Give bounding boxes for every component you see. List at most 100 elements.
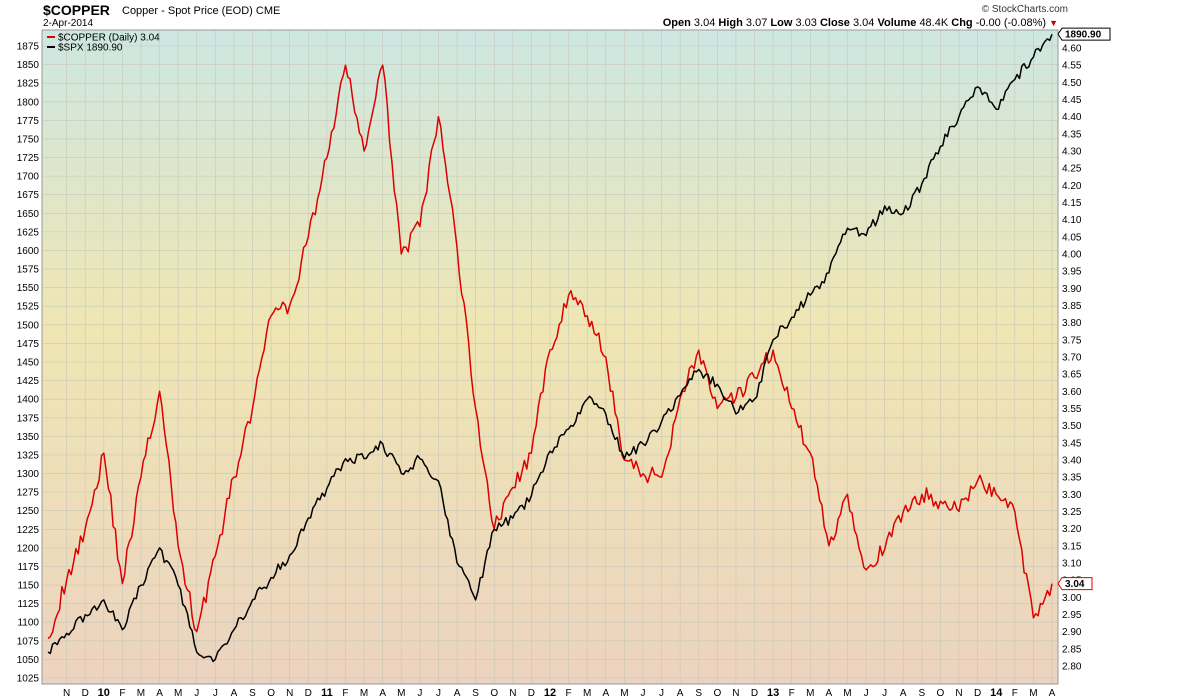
x-tick-label: D xyxy=(974,688,981,699)
left-tick-label: 1150 xyxy=(17,581,39,592)
right-tick-label: 4.05 xyxy=(1062,232,1082,243)
low-label: Low xyxy=(770,17,793,29)
right-tick-label: 3.50 xyxy=(1062,421,1082,432)
left-tick-label: 1275 xyxy=(17,488,40,499)
x-tick-label: J xyxy=(436,688,441,699)
x-tick-label: N xyxy=(732,688,739,699)
x-tick-label: J xyxy=(640,688,645,699)
x-tick-label: S xyxy=(249,688,256,699)
spx-line xyxy=(47,33,1053,663)
x-tick-label: F xyxy=(1012,688,1018,699)
left-tick-label: 1750 xyxy=(17,134,40,145)
end-label-text: 3.04 xyxy=(1065,579,1085,590)
x-tick-label: J xyxy=(882,688,887,699)
right-tick-label: 2.95 xyxy=(1062,610,1082,621)
x-tick-label: 10 xyxy=(98,687,110,699)
left-tick-label: 1800 xyxy=(17,97,40,108)
left-tick-label: 1050 xyxy=(17,655,40,666)
right-tick-label: 3.10 xyxy=(1062,559,1082,570)
end-label-text: 1890.90 xyxy=(1065,30,1102,41)
right-tick-label: 4.00 xyxy=(1062,250,1082,261)
right-tick-label: 3.15 xyxy=(1062,541,1082,552)
right-tick-label: 4.45 xyxy=(1062,95,1082,106)
x-tick-label: A xyxy=(454,688,461,699)
right-tick-label: 3.65 xyxy=(1062,370,1082,381)
left-tick-label: 1875 xyxy=(17,42,40,53)
right-tick-label: 4.35 xyxy=(1062,129,1082,140)
series-lines xyxy=(47,33,1053,663)
left-tick-label: 1175 xyxy=(17,562,39,573)
high-label: High xyxy=(718,17,743,29)
exchange-text: CME xyxy=(255,5,281,17)
x-tick-label: J xyxy=(194,688,199,699)
right-tick-label: 3.20 xyxy=(1062,524,1082,535)
x-tick-label: F xyxy=(789,688,795,699)
quote-line: Open 3.04 High 3.07 Low 3.03 Close 3.04 … xyxy=(663,17,1058,29)
x-tick-label: O xyxy=(490,688,498,699)
left-tick-label: 1400 xyxy=(17,395,40,406)
left-tick-label: 1675 xyxy=(17,190,40,201)
x-tick-label: A xyxy=(602,688,609,699)
right-tick-label: 4.40 xyxy=(1062,112,1082,123)
left-tick-label: 1225 xyxy=(17,525,40,536)
end-label-box xyxy=(1057,577,1093,591)
x-tick-label: A xyxy=(826,688,833,699)
left-tick-label: 1625 xyxy=(17,227,40,238)
x-tick-label: S xyxy=(472,688,479,699)
x-tick-label: M xyxy=(137,688,145,699)
x-tick-label: O xyxy=(267,688,275,699)
x-tick-label: A xyxy=(1049,688,1056,699)
symbol-title: $COPPER xyxy=(43,2,110,18)
volume-label: Volume xyxy=(877,17,917,29)
end-label-box xyxy=(1057,27,1111,41)
right-tick-label: 4.15 xyxy=(1062,198,1082,209)
x-tick-label: J xyxy=(659,688,664,699)
right-tick-label: 3.80 xyxy=(1062,318,1082,329)
x-tick-label: O xyxy=(713,688,721,699)
right-tick-label: 2.90 xyxy=(1062,627,1082,638)
left-tick-label: 1100 xyxy=(17,618,39,629)
x-tick-label: N xyxy=(955,688,962,699)
plot-border xyxy=(41,29,1059,685)
x-tick-label: A xyxy=(677,688,684,699)
right-tick-label: 4.60 xyxy=(1062,44,1082,55)
left-tick-label: 1450 xyxy=(17,358,40,369)
left-tick-label: 1075 xyxy=(17,636,40,647)
high-value: 3.07 xyxy=(745,17,768,29)
open-value: 3.04 xyxy=(693,17,716,29)
left-tick-label: 1300 xyxy=(17,469,40,480)
copper-end-label: 3.04 xyxy=(1057,577,1093,591)
legend: $COPPER (Daily) 3.04$SPX 1890.90 xyxy=(47,33,160,54)
right-tick-label: 3.30 xyxy=(1062,490,1082,501)
low-value: 3.03 xyxy=(795,17,817,29)
right-tick-label: 3.40 xyxy=(1062,456,1082,467)
right-tick-label: 3.60 xyxy=(1062,387,1082,398)
right-tick-label: 3.95 xyxy=(1062,267,1082,278)
right-tick-label: 3.25 xyxy=(1062,507,1082,518)
x-axis: N D 10 F M A M J J A S O N D 11 F M A M J J A S O N D 12 F M A M J J A S O N… xyxy=(63,687,1056,699)
x-tick-label: M xyxy=(360,688,368,699)
x-tick-label: N xyxy=(286,688,293,699)
x-tick-label: M xyxy=(174,688,182,699)
right-tick-label: 2.80 xyxy=(1062,662,1082,673)
right-tick-label: 4.20 xyxy=(1062,181,1082,192)
left-tick-label: 1475 xyxy=(17,339,40,350)
legend-label: $COPPER (Daily) 3.04 xyxy=(58,33,160,44)
x-tick-label: F xyxy=(119,688,125,699)
left-tick-label: 1325 xyxy=(17,450,40,461)
x-tick-label: 12 xyxy=(544,687,556,699)
left-tick-label: 1375 xyxy=(17,413,40,424)
x-tick-label: S xyxy=(919,688,926,699)
brand-watermark[interactable]: © StockCharts.com xyxy=(981,4,1068,15)
right-tick-label: 3.90 xyxy=(1062,284,1082,295)
left-tick-label: 1250 xyxy=(17,506,40,517)
x-tick-label: N xyxy=(63,688,70,699)
x-tick-label: J xyxy=(864,688,869,699)
x-tick-label: D xyxy=(528,688,535,699)
end-labels: 3.04 1890.90 xyxy=(1057,27,1111,591)
down-caret-icon: ▼ xyxy=(1049,18,1058,28)
left-tick-label: 1725 xyxy=(17,153,40,164)
right-tick-label: 4.10 xyxy=(1062,215,1082,226)
x-tick-label: 13 xyxy=(767,687,779,699)
